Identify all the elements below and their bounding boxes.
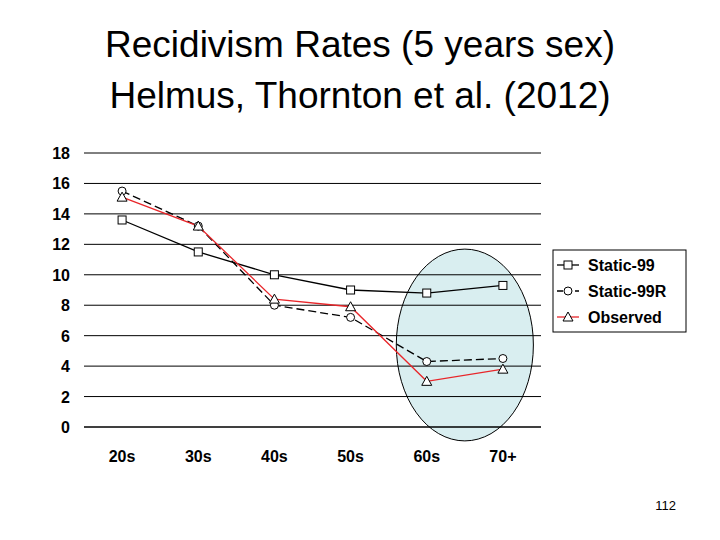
x-tick-label: 60s [413,448,440,465]
y-tick-label: 0 [61,419,70,436]
data-point [423,289,431,297]
legend-label: Static-99R [588,283,667,300]
y-tick-label: 4 [61,358,70,375]
data-point [498,364,508,373]
x-tick-label: 20s [109,448,136,465]
series-line [122,191,503,361]
data-point [270,271,278,279]
data-point [193,221,203,230]
title: Recidivism Rates (5 years sex) [105,24,615,65]
grid-line [84,153,541,154]
grid-line [84,335,541,336]
series-line [122,197,503,381]
y-tick-label: 18 [52,145,70,162]
legend-marker [564,261,572,269]
data-point [194,222,202,230]
x-tick-label: 70+ [489,448,516,465]
x-axis [84,427,541,428]
legend-marker [564,287,572,295]
chart: Recidivism Rates (5 years sex) Helmus, Th… [0,0,720,540]
data-point [117,192,127,201]
legend-marker [563,312,573,321]
legend-label: Observed [588,309,662,326]
data-point [347,313,355,321]
grid-line [84,396,541,397]
grid-line [84,366,541,367]
grid-line [84,427,541,428]
page-number: 112 [655,498,676,513]
grid-line [84,274,541,275]
y-tick-label: 12 [52,236,70,253]
series-line [122,220,503,293]
legend-box [553,250,686,332]
grid-line [84,183,541,184]
data-point [422,376,432,385]
y-tick-label: 2 [61,389,70,406]
y-tick-label: 6 [61,328,70,345]
x-tick-label: 40s [261,448,288,465]
data-point [499,355,507,363]
plot-area [117,187,508,385]
legend-label: Static-99 [588,257,655,274]
data-point [194,248,202,256]
grid-line [84,305,541,306]
subtitle: Helmus, Thornton et al. (2012) [109,75,610,116]
y-tick-label: 10 [52,267,70,284]
y-tick-label: 14 [52,206,70,223]
y-tick-label: 8 [61,297,70,314]
data-point [499,281,507,289]
highlight-ellipse [396,249,533,441]
grid-line [84,244,541,245]
data-point [346,302,356,311]
data-point [118,216,126,224]
x-tick-label: 30s [185,448,212,465]
grid-line [84,213,541,214]
data-point [269,294,279,303]
y-tick-label: 16 [52,175,70,192]
data-point [347,286,355,294]
x-tick-label: 50s [337,448,364,465]
data-point [423,358,431,366]
